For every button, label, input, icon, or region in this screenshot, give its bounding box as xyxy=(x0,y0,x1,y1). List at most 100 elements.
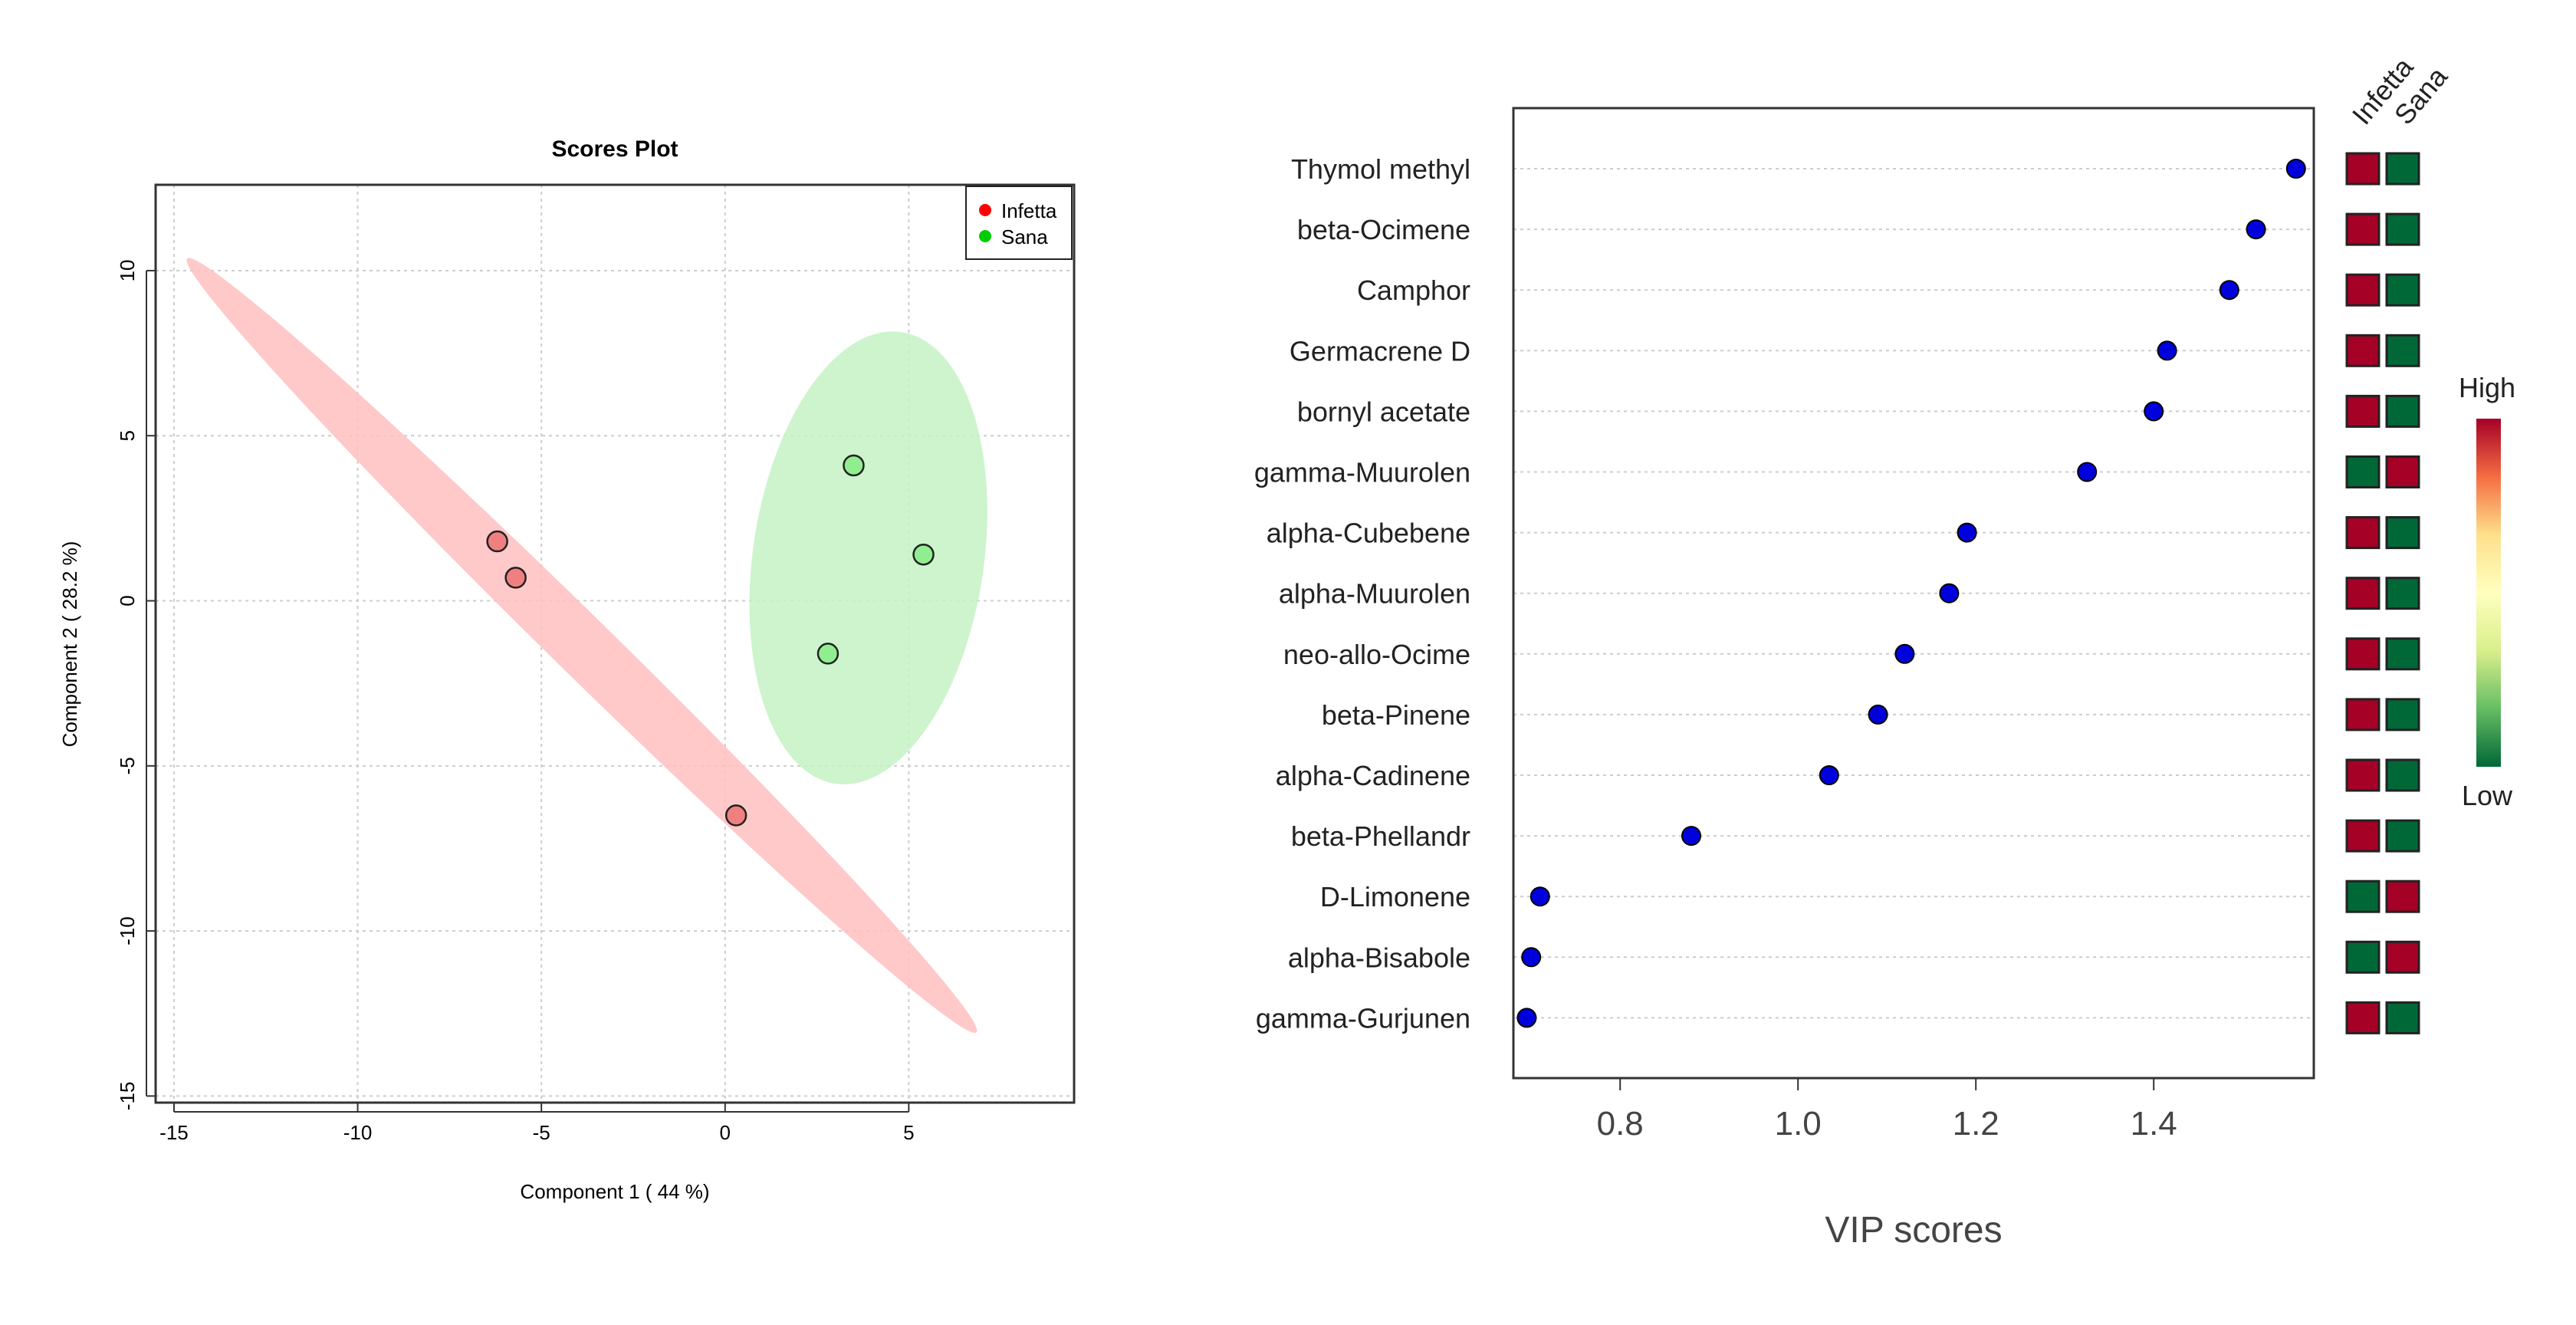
vip-feature-label: Camphor xyxy=(1357,275,1470,306)
heatmap-cell-sana xyxy=(2385,212,2420,246)
score-point-sana xyxy=(912,543,935,566)
heatmap-cell-infetta xyxy=(2345,334,2380,367)
heatmap-cell-sana xyxy=(2385,879,2420,913)
scores-y-tick-label: -10 xyxy=(116,916,139,945)
vip-x-tick-label: 0.8 xyxy=(1597,1105,1644,1143)
scores-plot-legend: Infetta Sana xyxy=(965,186,1073,260)
heatmap-cell-sana xyxy=(2385,273,2420,307)
vip-feature-label: bornyl acetate xyxy=(1297,396,1470,427)
scores-plot-y-ticks: -15 -10 -5 0 5 10 xyxy=(116,259,156,1110)
vip-feature-label: beta-Phellandr xyxy=(1291,820,1470,852)
vip-plot-frame xyxy=(1512,107,2315,1080)
scores-y-tick-label: -15 xyxy=(116,1082,139,1111)
heatmap-cell-sana xyxy=(2385,637,2420,671)
vip-x-tick-label: 1.2 xyxy=(1953,1105,1999,1143)
vip-points xyxy=(1516,159,2306,1028)
vip-x-tick-label: 1.4 xyxy=(2131,1105,2177,1143)
heatmap-cell-infetta xyxy=(2345,516,2380,550)
vip-x-tick-label: 1.0 xyxy=(1775,1105,1822,1143)
score-point-sana xyxy=(816,643,840,665)
scores-plot-points xyxy=(486,454,935,827)
vip-point xyxy=(2157,340,2177,361)
vip-point xyxy=(1521,947,1542,968)
vip-point xyxy=(1894,643,1915,664)
heatmap-cell-infetta xyxy=(2345,394,2380,428)
color-scale-low-label: Low xyxy=(2462,780,2513,811)
vip-feature-label: beta-Ocimene xyxy=(1297,214,1470,245)
legend-sana-marker xyxy=(979,230,991,242)
heatmap-cell-infetta xyxy=(2345,758,2380,792)
heatmap-cell-infetta xyxy=(2345,819,2380,853)
vip-point xyxy=(2144,401,2164,422)
legend-sana-label: Sana xyxy=(1001,225,1048,248)
heatmap-cell-infetta xyxy=(2345,455,2380,488)
color-scale-high-label: High xyxy=(2459,372,2515,403)
heatmap-cell-sana xyxy=(2385,758,2420,792)
vip-point xyxy=(1530,886,1550,907)
heatmap-cell-infetta xyxy=(2345,940,2380,974)
legend-infetta-label: Infetta xyxy=(1001,199,1057,222)
scores-plot: Scores Plot -15 -10 -5 0 5 -15 -10 -5 0 5 10 Comp… xyxy=(58,136,1076,1203)
heatmap-cell-sana xyxy=(2385,334,2420,367)
vip-point xyxy=(2077,462,2098,482)
scores-y-tick-label: 5 xyxy=(116,430,139,441)
heatmap-cell-infetta xyxy=(2345,698,2380,732)
scores-plot-x-ticks: -15 -10 -5 0 5 xyxy=(159,1103,915,1144)
heatmap-cell-sana xyxy=(2385,940,2420,974)
heatmap-cell-infetta xyxy=(2345,1001,2380,1034)
vip-point xyxy=(1939,583,1960,603)
scores-plot-title: Scores Plot xyxy=(551,136,678,162)
scores-y-tick-label: -5 xyxy=(116,757,139,774)
heatmap-cell-sana xyxy=(2385,577,2420,610)
vip-feature-label: gamma-Gurjunen xyxy=(1256,1002,1470,1034)
vip-feature-label: neo-allo-Ocime xyxy=(1283,639,1470,670)
vip-point xyxy=(2219,280,2239,301)
vip-point xyxy=(2246,219,2266,240)
scores-y-tick-label: 0 xyxy=(116,595,139,606)
scores-x-tick-label: -5 xyxy=(533,1121,550,1144)
scores-plot-frame xyxy=(154,183,1076,1104)
color-scale-bar xyxy=(2476,419,2501,767)
heatmap-cell-sana xyxy=(2385,516,2420,550)
vip-feature-label: Thymol methyl xyxy=(1291,153,1470,185)
scores-plot-ellipses xyxy=(186,258,987,1033)
vip-feature-label: alpha-Cubebene xyxy=(1267,518,1470,549)
legend-infetta-marker xyxy=(979,204,991,216)
scores-plot-y-axis-label: Component 2 ( 28.2 %) xyxy=(58,541,81,748)
vip-point xyxy=(1957,522,1977,543)
vip-point xyxy=(1819,765,1839,785)
legend-box xyxy=(965,186,1073,260)
vip-feature-label: alpha-Muurolen xyxy=(1279,578,1470,610)
heatmap-cell-infetta xyxy=(2345,577,2380,610)
scores-x-tick-label: -15 xyxy=(159,1121,189,1144)
vip-x-axis-label: VIP scores xyxy=(1825,1210,2002,1251)
color-scale-legend: High Low xyxy=(2459,372,2515,811)
confidence-ellipse-infetta xyxy=(186,258,978,1033)
heatmap-cell-sana xyxy=(2385,152,2420,186)
vip-point xyxy=(2285,159,2306,179)
vip-feature-label: alpha-Bisabole xyxy=(1288,942,1470,973)
heatmap-cell-sana xyxy=(2385,819,2420,853)
scores-y-tick-label: 10 xyxy=(116,259,139,281)
vip-feature-label: alpha-Cadinene xyxy=(1276,760,1470,791)
vip-feature-label: gamma-Muurolen xyxy=(1254,457,1470,488)
heatmap-cell-infetta xyxy=(2345,879,2380,913)
vip-row-gridlines xyxy=(1513,168,2314,1019)
heatmap-cell-sana xyxy=(2385,394,2420,428)
heatmap-cell-infetta xyxy=(2345,212,2380,246)
scores-x-tick-label: 0 xyxy=(720,1121,731,1144)
confidence-ellipse-sana xyxy=(749,331,987,784)
vip-point xyxy=(1516,1008,1537,1028)
heatmap-cell-infetta xyxy=(2345,152,2380,186)
scores-x-tick-label: 5 xyxy=(903,1121,914,1144)
score-point-infetta xyxy=(504,567,527,589)
heatmap-cell-sana xyxy=(2385,1001,2420,1034)
scores-x-tick-label: -10 xyxy=(343,1121,373,1144)
heatmap-cell-infetta xyxy=(2345,637,2380,671)
vip-scores-plot: Thymol methyl beta-Ocimene Camphor Germacre… xyxy=(1254,51,2515,1251)
vip-feature-label: beta-Pinene xyxy=(1322,699,1470,731)
vip-point xyxy=(1868,704,1888,725)
vip-feature-label: Germacrene D xyxy=(1290,335,1470,367)
score-point-sana xyxy=(843,454,865,477)
